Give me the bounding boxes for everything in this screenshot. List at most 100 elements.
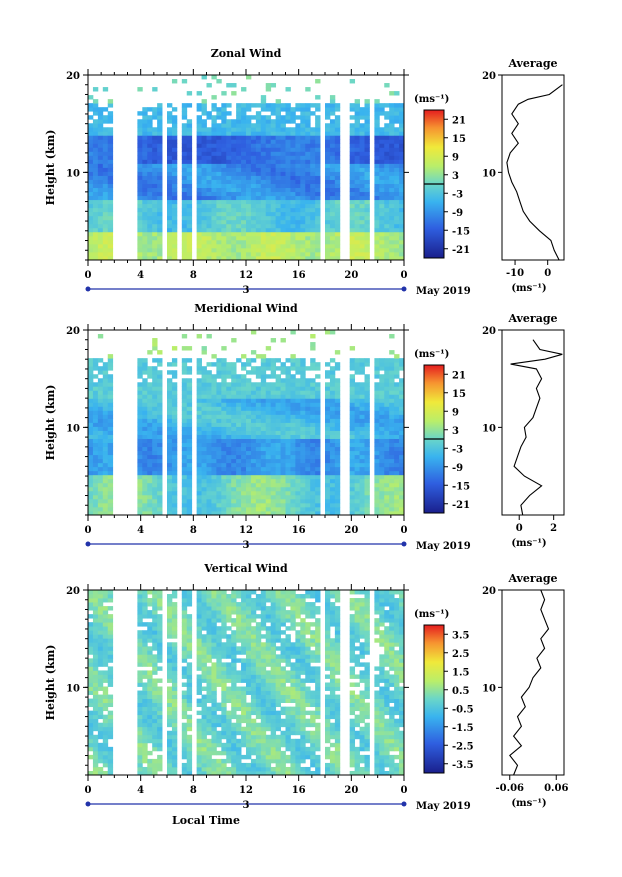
heatmap-cell	[330, 220, 335, 224]
heatmap-cell	[216, 646, 221, 650]
heatmap-cell	[197, 423, 202, 427]
heatmap-cell	[350, 378, 355, 382]
heatmap-cell	[256, 370, 261, 374]
heatmap-cell	[266, 398, 271, 402]
heatmap-cell	[211, 727, 216, 731]
heatmap-cell	[103, 439, 108, 443]
heatmap-cell	[315, 443, 320, 447]
heatmap-cell	[305, 467, 310, 471]
heatmap-cell	[197, 630, 202, 634]
heatmap-cell	[330, 159, 335, 163]
heatmap-cell	[108, 398, 113, 402]
heatmap-cell	[305, 463, 310, 467]
heatmap-cell	[187, 751, 192, 755]
heatmap-cell	[330, 455, 335, 459]
heatmap-cell	[374, 491, 379, 495]
heatmap-cell	[187, 683, 192, 687]
heatmap-cell	[350, 163, 355, 167]
heatmap-cell	[93, 507, 98, 511]
heatmap-cell	[172, 155, 177, 159]
heatmap-cell	[305, 248, 310, 252]
heatmap-cell	[197, 467, 202, 471]
heatmap-cell	[389, 366, 394, 370]
heatmap-cell	[231, 151, 236, 155]
heatmap-cell	[187, 687, 192, 691]
heatmap-cell	[394, 163, 399, 167]
heatmap-cell	[108, 731, 113, 735]
heatmap-cell	[355, 439, 360, 443]
heatmap-cell	[167, 703, 172, 707]
heatmap-cell	[167, 622, 172, 626]
heatmap-cell	[147, 443, 152, 447]
heatmap-cell	[256, 220, 261, 224]
heatmap-cell	[241, 386, 246, 390]
heatmap-cell	[281, 236, 286, 240]
heatmap-cell	[98, 216, 103, 220]
heatmap-cell	[256, 248, 261, 252]
heatmap-cell	[93, 723, 98, 727]
heatmap-cell	[142, 414, 147, 418]
heatmap-cell	[360, 487, 365, 491]
heatmap-cell	[379, 159, 384, 163]
heatmap-cell	[103, 402, 108, 406]
heatmap-cell	[325, 398, 330, 402]
heatmap-cell	[172, 232, 177, 236]
heatmap-cell	[335, 479, 340, 483]
heatmap-cell	[207, 463, 212, 467]
heatmap-cell	[93, 143, 98, 147]
heatmap-cell	[202, 139, 207, 143]
heatmap-cell	[310, 196, 315, 200]
heatmap-cell	[286, 176, 291, 180]
heatmap-cell	[281, 406, 286, 410]
heatmap-cell	[152, 634, 157, 638]
heatmap-cell	[305, 418, 310, 422]
heatmap-cell	[271, 418, 276, 422]
heatmap-cell	[305, 111, 310, 115]
heatmap-cell	[88, 642, 93, 646]
heatmap-cell	[88, 622, 93, 626]
heatmap-cell	[172, 427, 177, 431]
heatmap-cell	[108, 155, 113, 159]
heatmap-cell	[157, 727, 162, 731]
heatmap-cell	[211, 244, 216, 248]
heatmap-cell	[226, 479, 231, 483]
heatmap-cell	[315, 176, 320, 180]
heatmap-cell	[103, 687, 108, 691]
heatmap-cell	[330, 435, 335, 439]
heatmap-cell	[108, 443, 113, 447]
heatmap-cell	[271, 423, 276, 427]
heatmap-cell	[310, 342, 315, 346]
heatmap-cell	[207, 236, 212, 240]
heatmap-cell	[157, 739, 162, 743]
average-profile-line	[511, 340, 563, 515]
heatmap-cell	[202, 642, 207, 646]
heatmap-cell	[221, 139, 226, 143]
heatmap-cell	[379, 248, 384, 252]
heatmap-cell	[88, 131, 93, 135]
heatmap-cell	[182, 727, 187, 731]
heatmap-cell	[290, 491, 295, 495]
heatmap-cell	[335, 471, 340, 475]
heatmap-cell	[281, 338, 286, 342]
heatmap-cell	[103, 180, 108, 184]
heatmap-cell	[98, 447, 103, 451]
heatmap-cell	[167, 451, 172, 455]
heatmap-cell	[197, 402, 202, 406]
heatmap-cell	[389, 240, 394, 244]
heatmap-cell	[202, 751, 207, 755]
heatmap-cell	[147, 646, 152, 650]
heatmap-cell	[226, 370, 231, 374]
heatmap-cell	[108, 451, 113, 455]
heatmap-cell	[207, 402, 212, 406]
heatmap-cell	[310, 143, 315, 147]
heatmap-cell	[216, 252, 221, 256]
heatmap-cell	[355, 115, 360, 119]
heatmap-cell	[167, 495, 172, 499]
heatmap-cell	[197, 119, 202, 123]
heatmap-cell	[384, 83, 389, 87]
heatmap-cell	[261, 402, 266, 406]
heatmap-cell	[315, 503, 320, 507]
heatmap-cell	[216, 666, 221, 670]
heatmap-cell	[286, 252, 291, 256]
heatmap-cell	[142, 163, 147, 167]
